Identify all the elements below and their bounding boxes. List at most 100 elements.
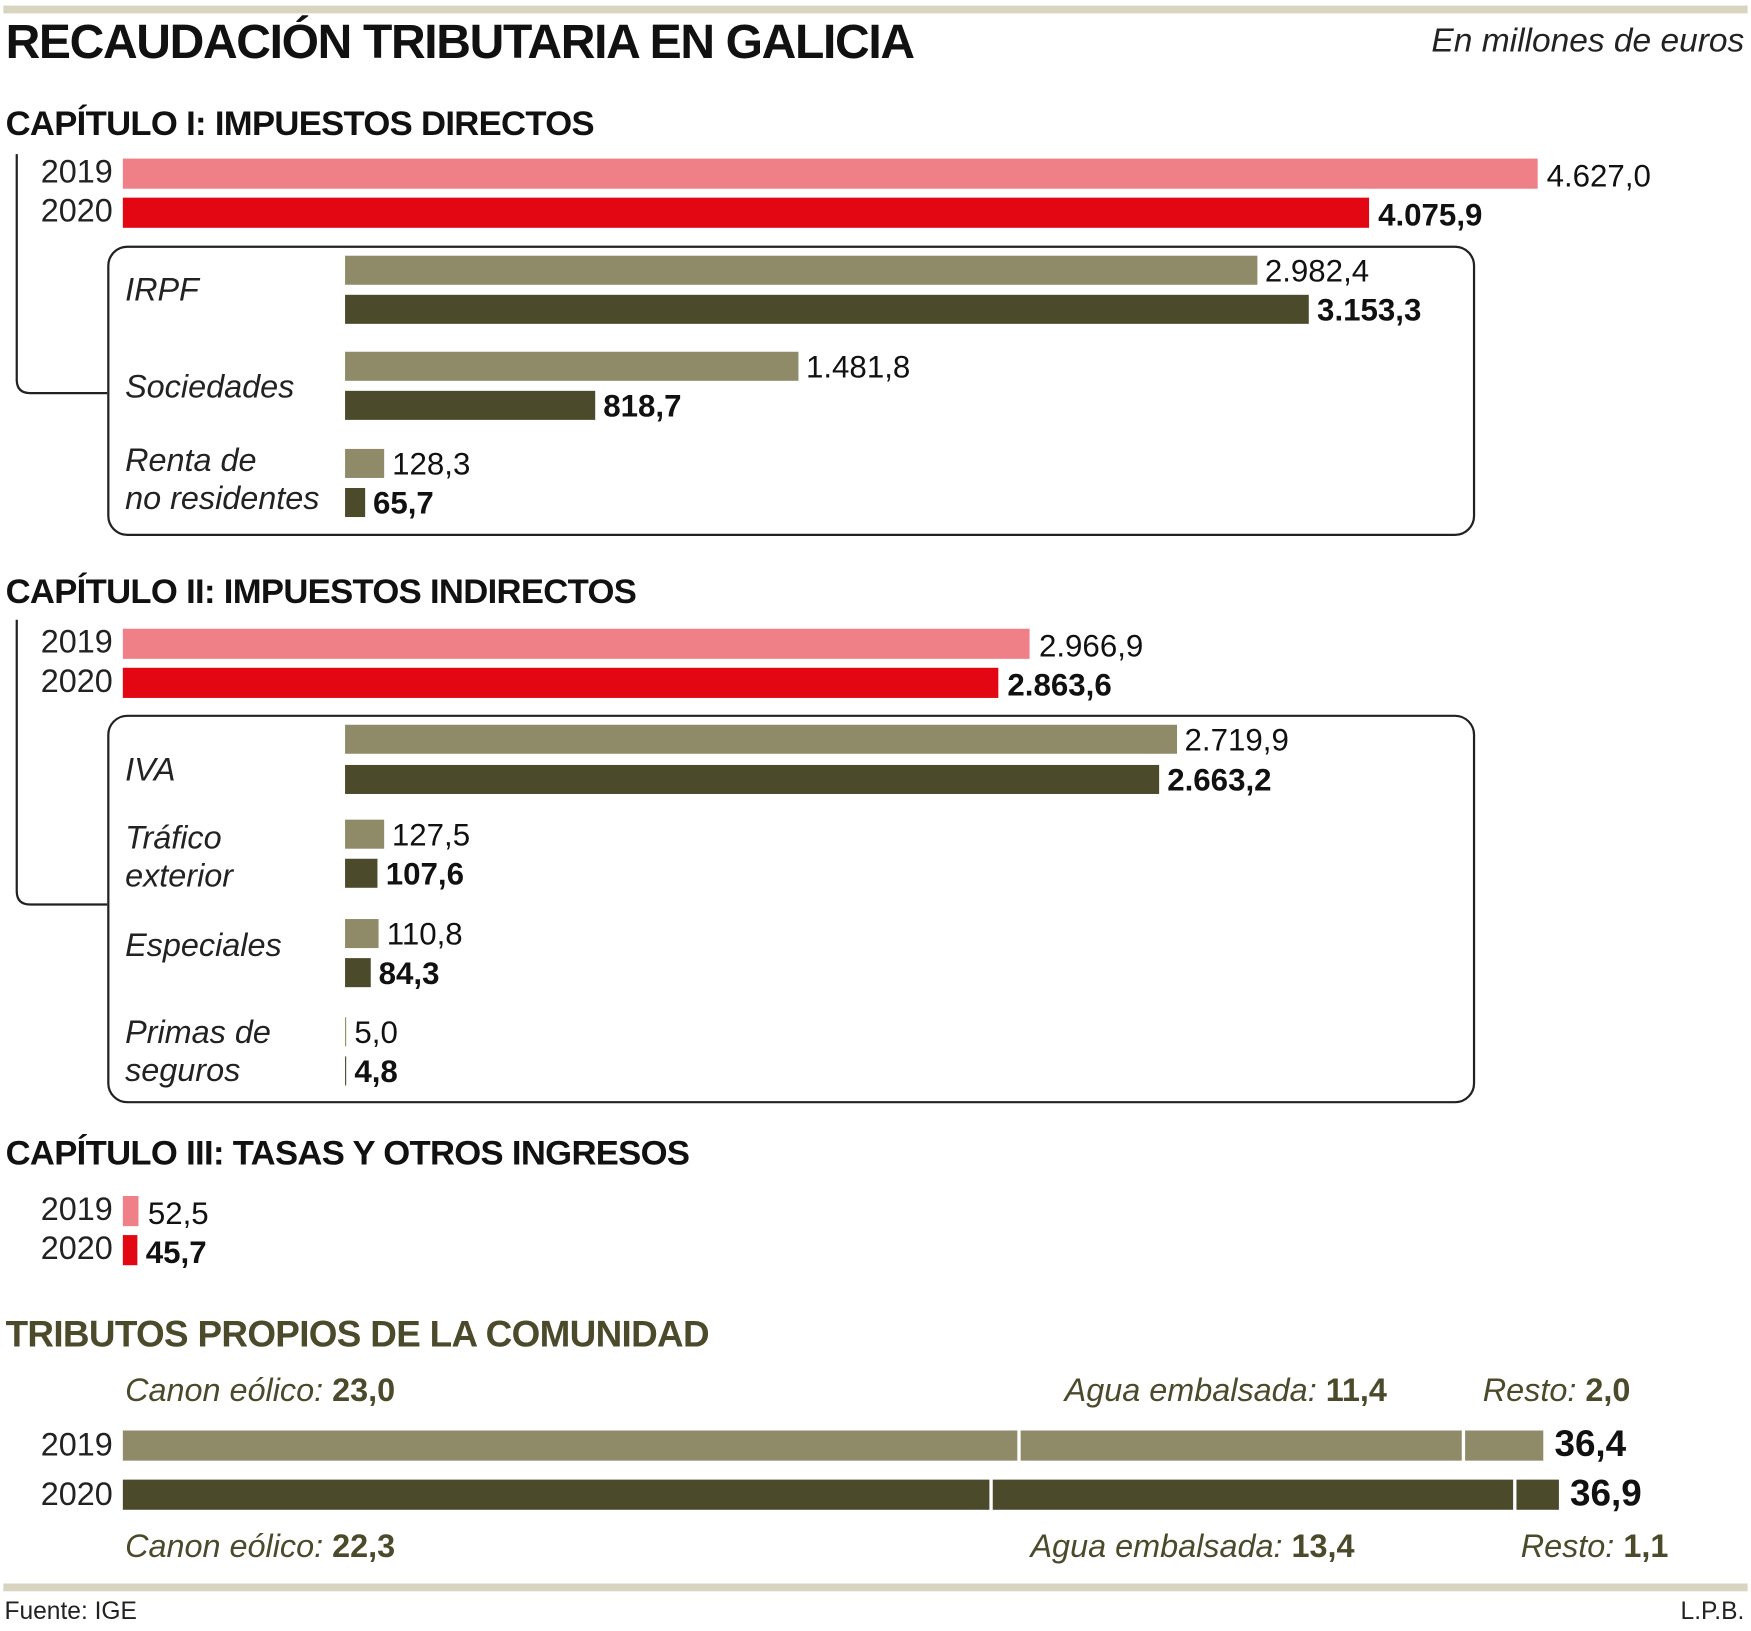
breakdown-value-label: 2.663,2 — [1167, 762, 1272, 798]
category-label: Tráfico exterior — [125, 820, 233, 896]
category-label-line: Primas de — [125, 1015, 271, 1051]
segment-name: Canon eólico: — [125, 1529, 324, 1566]
breakdown-bar-2020 — [345, 1056, 347, 1086]
category-label-line: IVA — [125, 752, 176, 789]
breakdown-value-label: 2.982,4 — [1264, 253, 1370, 289]
breakdown-bar-2019 — [345, 448, 385, 478]
bracket-chapter-1 — [15, 154, 108, 395]
category-label-line: Renta de — [125, 443, 257, 480]
category-label-line: Especiales — [125, 927, 282, 964]
category-label: Primas de seguros — [125, 1014, 271, 1090]
segment-label: Resto: 1,1 — [1521, 1529, 1669, 1566]
segment-value: 1,1 — [1623, 1529, 1669, 1566]
breakdown-bar-2020 — [345, 390, 596, 420]
breakdown-value-label: 65,7 — [372, 485, 434, 521]
segment-value: 11,4 — [1325, 1372, 1387, 1409]
breakdown-bar-2019 — [345, 919, 379, 949]
breakdown-box — [107, 714, 1476, 1104]
year-label: 2020 — [40, 1476, 113, 1513]
bottom-rule — [3, 1583, 1748, 1592]
category-label: IRPF — [125, 271, 199, 309]
breakdown-value-label: 4,8 — [354, 1054, 398, 1089]
breakdown-value-label: 107,6 — [385, 856, 465, 892]
segment-value: 2,0 — [1585, 1372, 1631, 1409]
unit-label: En millones de euros — [1431, 22, 1745, 60]
year-label: 2019 — [40, 624, 113, 661]
own-tax-segment-2019 — [1465, 1430, 1544, 1461]
segment-label: Agua embalsada: 11,4 — [1065, 1373, 1387, 1410]
year-label: 2020 — [40, 1231, 113, 1267]
category-label-line: no residentes — [125, 481, 320, 518]
segment-label: Resto: 2,0 — [1483, 1373, 1631, 1410]
own-tax-segment-2020 — [122, 1479, 990, 1510]
year-label: 2019 — [40, 1192, 113, 1228]
breakdown-value-label: 5,0 — [354, 1015, 398, 1050]
total-bar-2020 — [122, 197, 1370, 228]
breakdown-bar-2020 — [345, 858, 378, 888]
total-bar-2019 — [122, 628, 1031, 659]
section-heading: CAPÍTULO I: IMPUESTOS DIRECTOS — [5, 103, 595, 143]
total-value-label: 4.075,9 — [1378, 197, 1483, 233]
breakdown-bar-2019 — [345, 819, 385, 849]
category-label: Especiales — [125, 927, 282, 965]
breakdown-bar-2020 — [345, 487, 366, 518]
category-label-line: Sociedades — [125, 369, 295, 406]
segment-name: Resto: — [1520, 1529, 1615, 1566]
own-tax-segment-2020 — [1515, 1479, 1559, 1510]
breakdown-value-label: 818,7 — [603, 388, 682, 424]
year-label: 2019 — [40, 1427, 113, 1464]
breakdown-bar-2019 — [345, 351, 799, 381]
own-tax-total-label: 36,9 — [1570, 1471, 1642, 1514]
breakdown-box — [107, 245, 1476, 537]
total-value-label: 2.966,9 — [1038, 628, 1144, 664]
total-value-label: 2.863,6 — [1007, 667, 1112, 703]
breakdown-bar-2019 — [345, 724, 1177, 754]
top-rule — [3, 5, 1748, 14]
breakdown-value-label: 128,3 — [392, 446, 471, 482]
total-value-label: 52,5 — [147, 1195, 209, 1231]
breakdown-bar-2020 — [345, 294, 1310, 324]
breakdown-value-label: 84,3 — [378, 955, 440, 991]
breakdown-value-label: 3.153,3 — [1317, 292, 1422, 328]
breakdown-bar-2020 — [345, 764, 1160, 794]
own-tax-total-label: 36,4 — [1554, 1422, 1627, 1464]
breakdown-bar-2020 — [345, 958, 371, 988]
breakdown-value-label: 110,8 — [386, 916, 463, 952]
segment-label: Agua embalsada: 13,4 — [1030, 1529, 1354, 1566]
segment-name: Canon eólico: — [125, 1372, 324, 1409]
page-title: RECAUDACIÓN TRIBUTARIA EN GALICIA — [5, 15, 915, 70]
section-heading: CAPÍTULO III: TASAS Y OTROS INGRESOS — [5, 1133, 690, 1173]
total-bar-2019 — [122, 1195, 139, 1227]
segment-name: Resto: — [1482, 1372, 1577, 1409]
breakdown-value-label: 1.481,8 — [805, 349, 911, 385]
segment-name: Agua embalsada: — [1064, 1372, 1317, 1409]
bracket-chapter-2 — [15, 619, 108, 906]
breakdown-bar-2019 — [345, 1017, 347, 1047]
segment-label: Canon eólico: 23,0 — [125, 1373, 395, 1410]
breakdown-value-label: 2.719,9 — [1184, 722, 1289, 758]
total-bar-2020 — [122, 1235, 137, 1266]
year-label: 2020 — [40, 663, 113, 700]
credit-label: L.P.B. — [1680, 1596, 1745, 1625]
category-label-line: IRPF — [125, 272, 199, 309]
category-label-line: seguros — [125, 1053, 241, 1089]
total-bar-2020 — [122, 667, 999, 698]
category-label-line: Tráfico — [125, 820, 222, 857]
segment-value: 13,4 — [1291, 1529, 1355, 1566]
year-label: 2020 — [40, 193, 113, 230]
total-bar-2019 — [122, 158, 1538, 189]
category-label-line: exterior — [125, 858, 234, 895]
own-tax-segment-2019 — [1020, 1430, 1462, 1461]
total-value-label: 45,7 — [145, 1235, 207, 1270]
own-tax-segment-2019 — [122, 1430, 1018, 1461]
segment-value: 22,3 — [332, 1529, 396, 1566]
source-label: Fuente: IGE — [4, 1596, 137, 1625]
category-label: Renta de no residentes — [125, 442, 319, 518]
segment-value: 23,0 — [332, 1372, 396, 1409]
category-label: IVA — [125, 752, 175, 790]
own-tax-segment-2020 — [993, 1479, 1513, 1510]
total-value-label: 4.627,0 — [1546, 158, 1651, 194]
section-heading: TRIBUTOS PROPIOS DE LA COMUNIDAD — [5, 1313, 710, 1355]
